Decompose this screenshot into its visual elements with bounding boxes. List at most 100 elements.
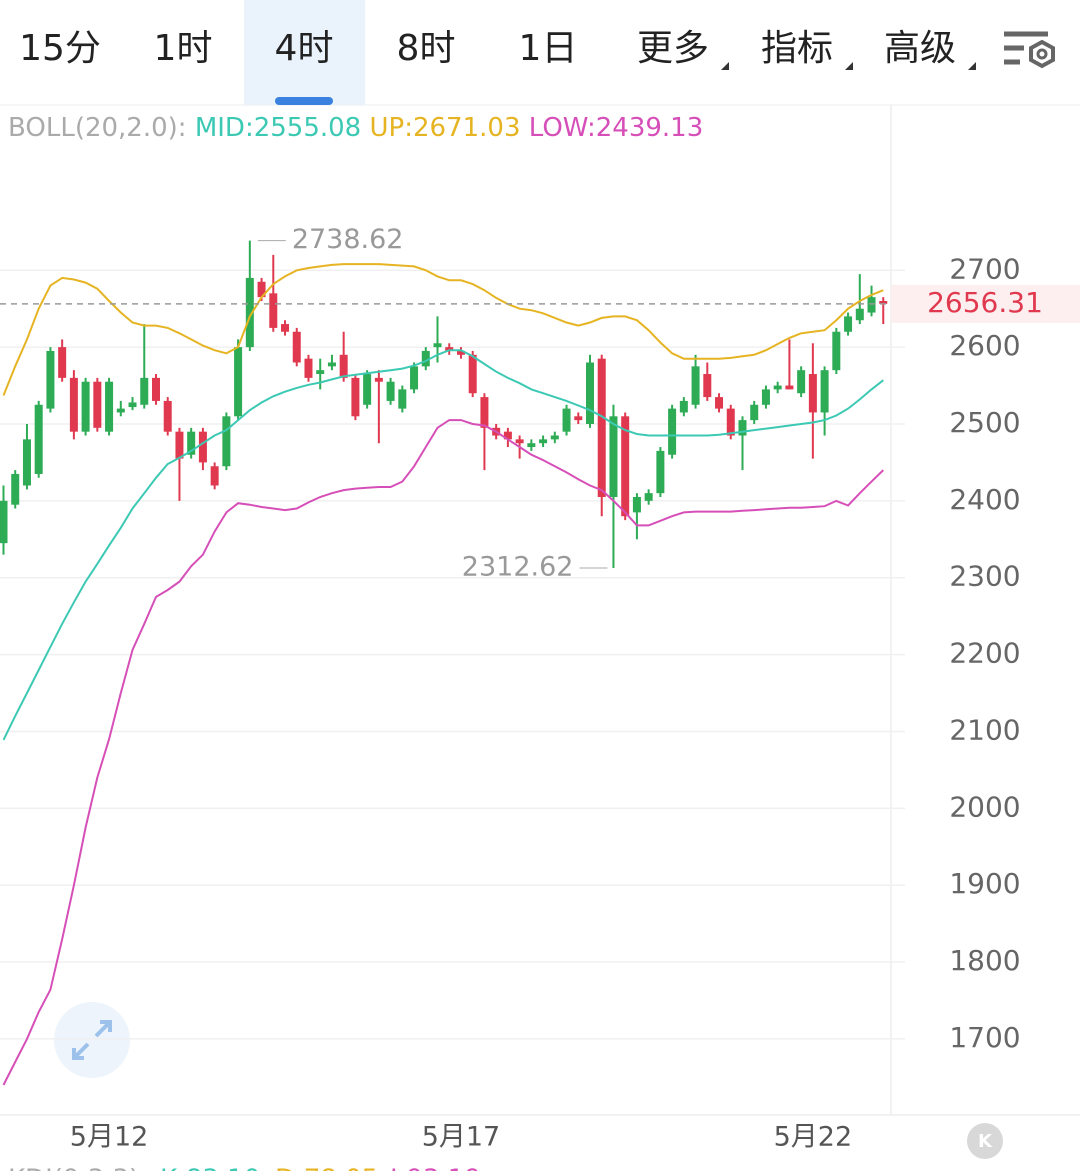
candle-body (22, 439, 31, 486)
y-tick-label: 2500 (949, 406, 1020, 439)
legend-entry: MID:2555.08 (195, 113, 361, 143)
x-tick-label: 5月12 (70, 1122, 149, 1153)
candle-body (386, 381, 395, 401)
boll-line (2, 263, 884, 396)
tab[interactable]: 指标 (761, 28, 833, 69)
candle-body (327, 362, 336, 367)
candle-body (832, 331, 841, 371)
k-button[interactable] (967, 1123, 1003, 1159)
candle-body (339, 354, 348, 378)
candle-body (738, 420, 747, 436)
candle-body (515, 439, 524, 444)
y-tick-label: 2000 (949, 790, 1020, 823)
tab[interactable]: 1日 (519, 28, 578, 69)
candle-body (703, 374, 712, 398)
settings-icon[interactable] (1004, 31, 1055, 69)
k-icon: K (978, 1131, 993, 1152)
candle-body (527, 443, 536, 448)
candle-body (750, 404, 759, 421)
legend-entry: UP:2671.03 (370, 113, 521, 143)
y-tick-label: 1800 (949, 944, 1020, 977)
y-tick-label: 2300 (949, 560, 1020, 593)
candle-body (761, 389, 770, 405)
tab-bar (0, 0, 1080, 105)
candle-body (656, 450, 665, 494)
candle-body (668, 408, 677, 455)
boll-line (2, 419, 884, 1086)
last-price-label: 2656.31 (927, 286, 1043, 319)
y-tick-label: 2100 (949, 713, 1020, 746)
kdj-label: D:78.05 (275, 1165, 378, 1171)
y-tick-label: 2400 (949, 483, 1020, 516)
dropdown-triangle (968, 62, 976, 70)
candle-body (468, 354, 477, 394)
candle-body (374, 377, 383, 382)
indicator-legend: BOLL(20,2.0): MID:2555.08 UP:2671.03 LOW… (8, 113, 703, 143)
candle-body (820, 370, 829, 413)
candle-body (93, 381, 102, 428)
y-tick-label: 2700 (949, 252, 1020, 285)
candle-body (105, 381, 114, 432)
tab[interactable]: 15分 (19, 28, 101, 69)
candle-body (304, 358, 313, 378)
kdj-label: K:83.10 (160, 1165, 260, 1171)
expand-icon (72, 1020, 112, 1060)
candle-body (257, 281, 266, 298)
last-price-box (891, 284, 1080, 323)
candle-body (116, 408, 125, 413)
candle-body (574, 416, 583, 421)
candle-body (140, 377, 149, 405)
tab[interactable]: 4时 (275, 28, 334, 69)
indicator-label: BOLL(20,2.0): (8, 113, 187, 143)
candle-body (715, 397, 724, 409)
candle-body (879, 301, 888, 304)
candle-body (726, 408, 735, 436)
candle-body (351, 377, 360, 417)
y-tick-label: 1900 (949, 867, 1020, 900)
candle-body (163, 400, 172, 432)
x-tick-label: 5月22 (774, 1122, 853, 1153)
candle-body (269, 293, 278, 328)
candle-body (480, 397, 489, 428)
kdj-label: KDJ(9,3,3) (8, 1165, 139, 1171)
tab[interactable]: 8时 (397, 28, 456, 69)
kdj-label: J:93.19 (388, 1165, 481, 1171)
dropdown-triangle (721, 62, 729, 70)
candle-body (292, 331, 301, 363)
candle-body (245, 277, 254, 348)
high-label: 2738.62 (292, 224, 404, 255)
tab[interactable]: 高级 (884, 28, 956, 69)
tab-selected-bg (244, 0, 365, 105)
candle-body (456, 350, 465, 355)
candle-body (691, 366, 700, 405)
candle-body (562, 408, 571, 432)
candle-body (503, 431, 512, 440)
expand-button[interactable] (54, 1002, 130, 1078)
candle-body (844, 316, 853, 332)
candle-body (797, 370, 806, 394)
candle-body (398, 389, 407, 409)
tab[interactable]: 1时 (154, 28, 213, 69)
candle-body (81, 381, 90, 432)
candle-body (621, 416, 630, 517)
candle-body (445, 347, 454, 351)
candle-body (34, 404, 43, 474)
candle-body (410, 366, 419, 390)
candle-body (609, 416, 618, 498)
boll-line (2, 349, 884, 741)
candle-body (632, 497, 641, 513)
candle-body (316, 370, 325, 375)
candle-body (210, 466, 219, 486)
y-tick-label: 2600 (949, 329, 1020, 362)
tab[interactable]: 更多 (637, 28, 709, 69)
candle-body (151, 377, 160, 401)
candle-body (785, 385, 794, 390)
candle-body (855, 308, 864, 321)
candle-body (433, 343, 442, 348)
candle-body (363, 374, 372, 405)
candle-body (234, 347, 243, 417)
candle-body (539, 439, 548, 444)
low-label: 2312.62 (462, 552, 574, 583)
candle-body (867, 297, 876, 313)
